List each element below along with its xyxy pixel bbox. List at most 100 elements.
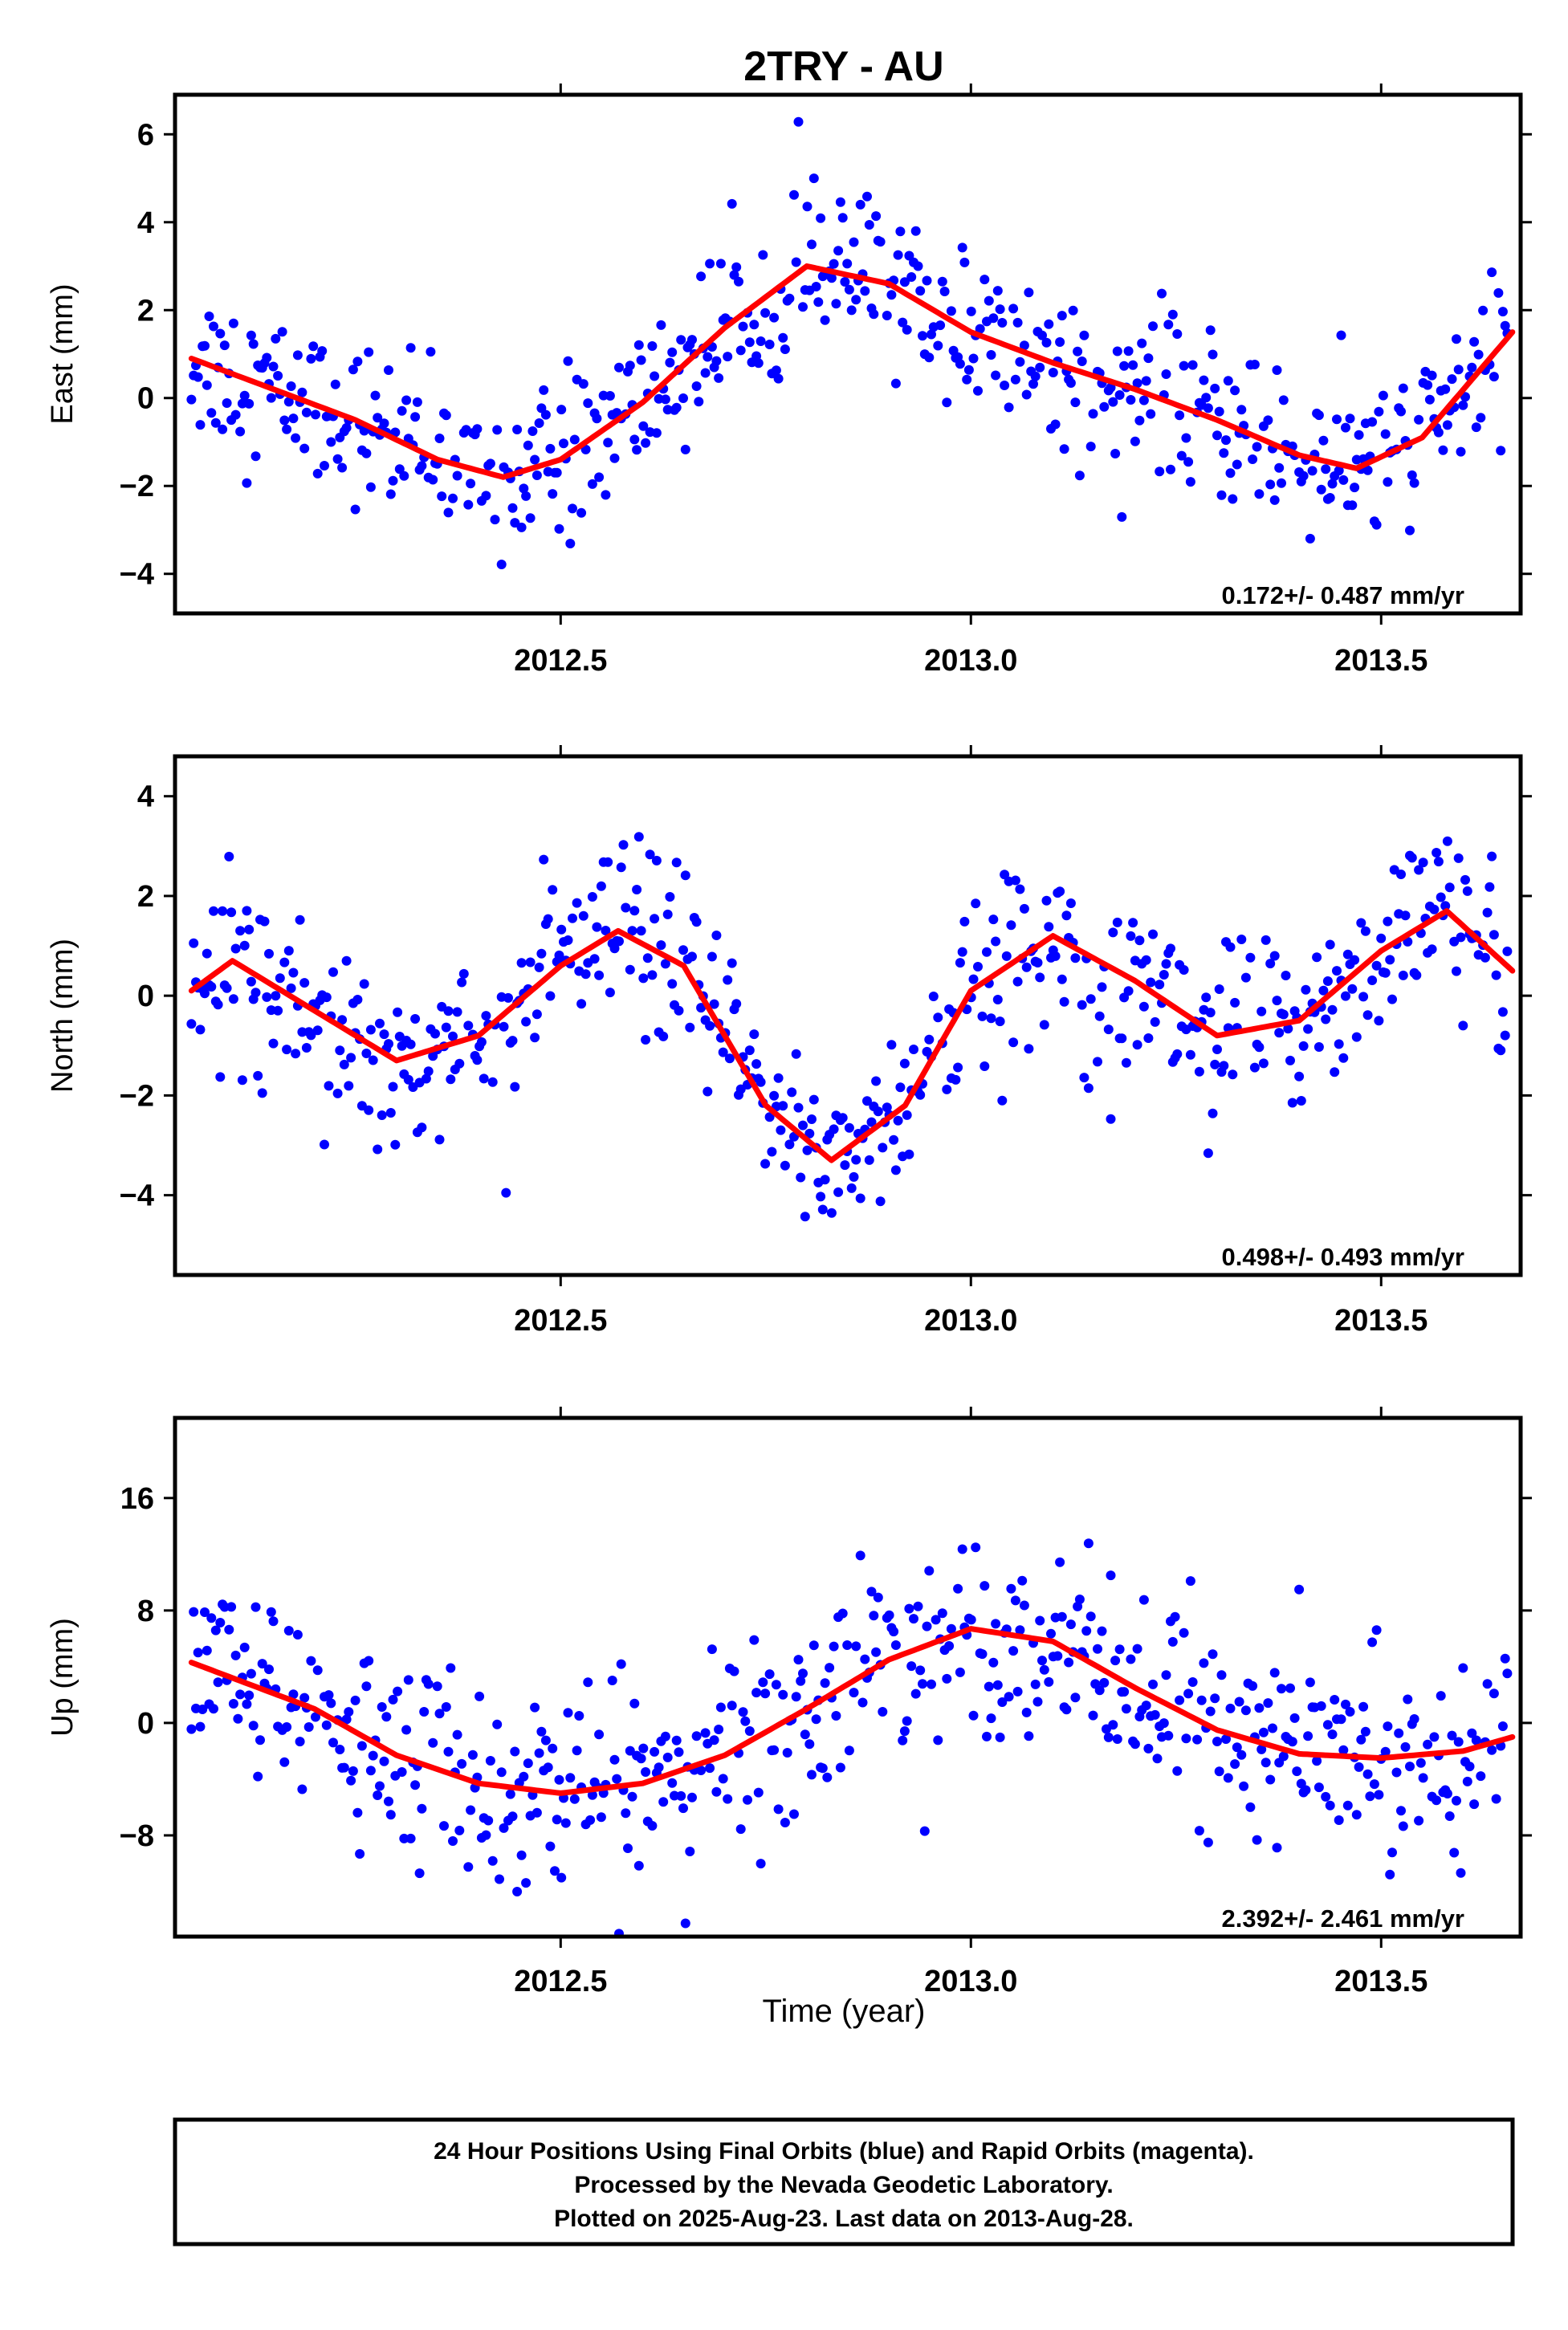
data-point — [1185, 1576, 1195, 1587]
y-axis-label: Up (mm) — [46, 1618, 79, 1737]
data-point — [939, 287, 950, 296]
data-point — [1256, 1006, 1267, 1016]
data-point — [291, 433, 301, 443]
data-point — [1183, 457, 1194, 467]
data-point — [862, 191, 872, 202]
data-point — [800, 1212, 810, 1222]
data-point — [195, 1024, 206, 1035]
data-point — [1088, 1710, 1098, 1721]
data-point — [587, 1790, 597, 1800]
data-point — [893, 250, 903, 260]
data-point — [735, 345, 746, 356]
data-point — [457, 977, 467, 988]
data-point — [807, 1770, 817, 1780]
data-point — [651, 855, 662, 866]
data-point — [1433, 857, 1444, 867]
data-point — [740, 1716, 751, 1726]
data-point — [910, 1688, 921, 1699]
data-point — [1312, 1756, 1322, 1766]
data-point — [306, 1030, 316, 1041]
data-point — [1436, 892, 1446, 902]
fit-curve — [188, 908, 1516, 1163]
data-point — [521, 1016, 531, 1027]
data-point — [1205, 1706, 1216, 1717]
data-point — [1281, 971, 1291, 980]
data-point — [320, 1139, 329, 1150]
data-point — [769, 312, 780, 323]
data-point — [875, 1196, 886, 1207]
data-point — [350, 1695, 360, 1705]
data-point — [1010, 1595, 1020, 1606]
data-point — [1365, 1791, 1375, 1802]
data-point — [1161, 1670, 1171, 1680]
data-point — [997, 1697, 1008, 1707]
data-point — [417, 461, 427, 471]
data-point — [1175, 1695, 1185, 1705]
data-point — [1489, 930, 1499, 940]
data-point — [915, 1665, 926, 1676]
data-point — [1172, 1766, 1183, 1776]
data-point — [448, 493, 458, 503]
data-point — [295, 914, 305, 925]
data-point — [1460, 874, 1470, 885]
data-point — [384, 365, 393, 375]
data-point — [1245, 952, 1256, 963]
data-point — [1179, 1627, 1189, 1638]
data-point — [1316, 1701, 1326, 1711]
x-tick-label: 2013.0 — [924, 1965, 1017, 1998]
data-point — [545, 443, 556, 454]
data-point — [410, 1780, 421, 1790]
data-point — [1356, 918, 1366, 928]
data-point — [1061, 910, 1072, 921]
data-point — [975, 324, 985, 334]
data-point — [678, 945, 688, 955]
data-point — [375, 1018, 385, 1029]
data-point — [937, 1608, 947, 1619]
data-point — [601, 926, 611, 935]
data-point — [1187, 360, 1198, 370]
data-point — [623, 1843, 633, 1853]
data-point — [454, 1825, 465, 1835]
data-point — [973, 385, 983, 396]
data-point — [1055, 886, 1065, 897]
data-point — [432, 1681, 442, 1692]
data-point — [1094, 1011, 1105, 1021]
data-point — [632, 885, 642, 894]
data-point — [487, 1077, 498, 1087]
data-point — [1298, 470, 1309, 481]
data-point — [481, 491, 491, 501]
data-point — [1471, 1735, 1481, 1745]
data-point — [559, 438, 568, 449]
x-tick-label: 2012.5 — [514, 644, 607, 678]
data-point — [773, 1804, 784, 1815]
data-point — [729, 1666, 739, 1676]
data-point — [202, 1645, 212, 1656]
data-point — [855, 199, 865, 210]
data-point — [1462, 1776, 1472, 1786]
data-point — [503, 992, 513, 1003]
data-point — [671, 857, 682, 868]
data-point — [335, 1745, 345, 1754]
data-point — [738, 321, 748, 332]
data-point — [1398, 383, 1408, 393]
data-point — [1456, 446, 1466, 457]
data-point — [250, 988, 261, 998]
data-point — [379, 1756, 389, 1766]
data-point — [1179, 965, 1189, 975]
data-point — [365, 1766, 376, 1776]
data-point — [1053, 1651, 1063, 1661]
data-point — [516, 522, 527, 532]
data-point — [1411, 970, 1422, 980]
x-tick-label: 2012.5 — [514, 1965, 607, 1998]
data-point — [1407, 853, 1417, 863]
data-point — [487, 1855, 498, 1866]
data-point — [1221, 435, 1231, 446]
data-point — [1024, 1044, 1034, 1054]
data-point — [521, 491, 531, 501]
data-point — [312, 468, 323, 479]
data-point — [927, 329, 936, 340]
data-point — [1362, 1010, 1373, 1020]
data-point — [1278, 1751, 1289, 1762]
data-point — [1249, 1062, 1260, 1073]
data-point — [641, 1767, 651, 1777]
